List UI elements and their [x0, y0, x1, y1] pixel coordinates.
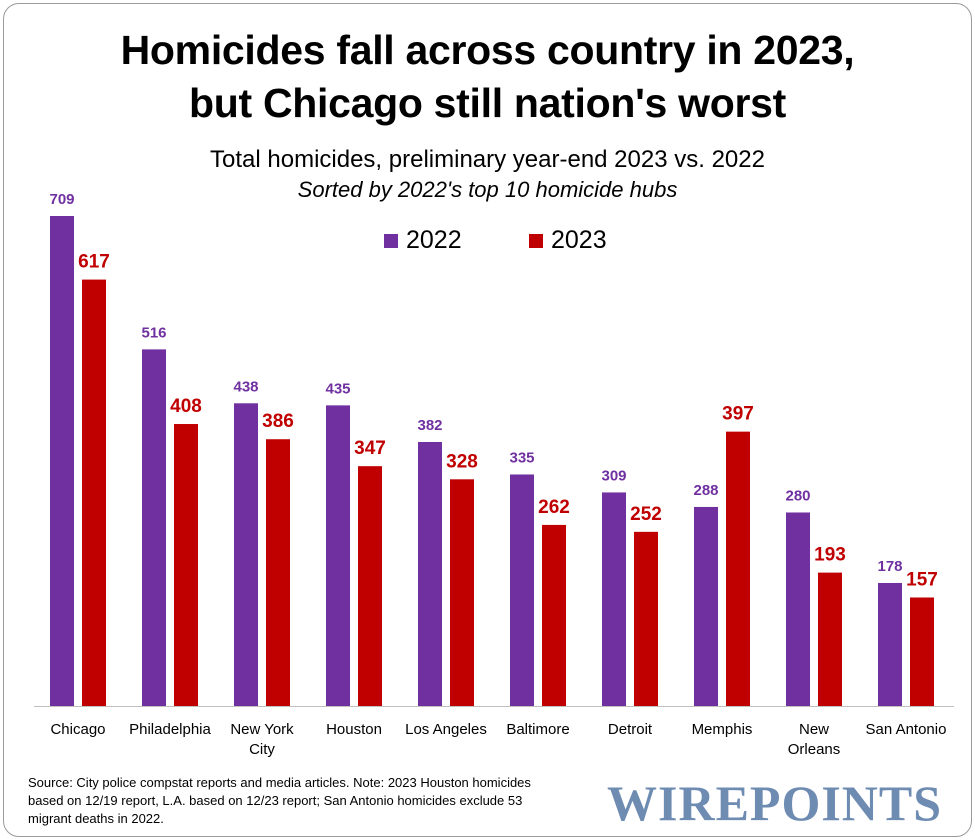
data-label-2022-2: 438 — [233, 378, 258, 395]
data-label-2022-5: 335 — [509, 449, 534, 466]
chart-subtitle-sort-note: Sorted by 2022's top 10 homicide hubs — [297, 177, 678, 202]
data-label-2023-9: 157 — [906, 569, 938, 590]
data-label-2022-0: 709 — [49, 191, 74, 208]
legend-swatch-2022 — [384, 233, 398, 248]
bar-2023-2 — [266, 439, 290, 706]
data-label-2023-2: 386 — [262, 411, 294, 432]
bar-2023-9 — [910, 597, 934, 706]
x-tick-label-7: Memphis — [692, 721, 753, 738]
bar-2022-6 — [602, 492, 626, 706]
legend-item-2023: 2023 — [529, 226, 607, 255]
legend: 2022 2023 — [0, 226, 975, 258]
data-label-2023-6: 252 — [630, 504, 662, 525]
legend-item-2022: 2022 — [384, 226, 462, 255]
chart-subtitle: Total homicides, preliminary year-end 20… — [210, 146, 765, 173]
data-label-2022-1: 516 — [141, 324, 166, 341]
data-label-2023-7: 397 — [722, 404, 754, 425]
data-label-2022-6: 309 — [601, 467, 626, 484]
bar-2022-7 — [694, 506, 718, 706]
data-label-2023-5: 262 — [538, 497, 570, 518]
bar-2022-4 — [418, 441, 442, 706]
bar-2022-8 — [786, 512, 810, 706]
data-label-2023-3: 347 — [354, 438, 386, 459]
data-label-2023-8: 193 — [814, 545, 846, 566]
bar-2022-3 — [326, 405, 350, 706]
bar-2023-6 — [634, 531, 658, 706]
bar-2022-0 — [50, 216, 74, 706]
data-label-2022-7: 288 — [693, 482, 718, 499]
bar-2023-0 — [82, 279, 106, 706]
chart-title-line-2: but Chicago still nation's worst — [189, 80, 786, 126]
bar-2022-9 — [878, 582, 902, 706]
bar-2023-1 — [174, 424, 198, 706]
bar-2023-3 — [358, 466, 382, 706]
bar-2023-7 — [726, 431, 750, 706]
legend-swatch-2023 — [529, 233, 543, 248]
data-label-2022-4: 382 — [417, 417, 442, 434]
data-label-2023-1: 408 — [170, 396, 202, 417]
wirepoints-logo: WIREPOINTS — [607, 775, 943, 831]
x-tick-label-1: Philadelphia — [129, 721, 211, 738]
x-tick-label-4: Los Angeles — [405, 721, 487, 738]
data-label-2022-9: 178 — [877, 558, 902, 575]
bar-2023-8 — [818, 572, 842, 706]
bar-2023-4 — [450, 479, 474, 706]
bar-2022-2 — [234, 403, 258, 706]
bar-2022-5 — [510, 474, 534, 706]
x-tick-label-8-0: New — [799, 721, 829, 738]
x-tick-label-8-1: Orleans — [788, 741, 841, 758]
x-tick-label-2-0: New York — [230, 721, 294, 738]
x-tick-label-6: Detroit — [608, 721, 653, 738]
data-label-2022-3: 435 — [325, 380, 350, 397]
legend-label-2022: 2022 — [406, 226, 462, 254]
bar-2022-1 — [142, 349, 166, 706]
x-tick-label-0: Chicago — [50, 721, 105, 738]
x-tick-label-2-1: City — [249, 741, 275, 758]
x-tick-label-9: San Antonio — [866, 721, 947, 738]
x-tick-label-3: Houston — [326, 721, 382, 738]
chart-title-line-1: Homicides fall across country in 2023, — [120, 27, 855, 73]
legend-label-2023: 2023 — [551, 226, 607, 254]
data-label-2023-0: 617 — [78, 252, 110, 273]
bar-2023-5 — [542, 524, 566, 706]
data-label-2022-8: 280 — [785, 487, 810, 504]
data-label-2023-4: 328 — [446, 451, 478, 472]
x-tick-label-5: Baltimore — [506, 721, 569, 738]
source-note: Source: City police compstat reports and… — [28, 775, 531, 826]
